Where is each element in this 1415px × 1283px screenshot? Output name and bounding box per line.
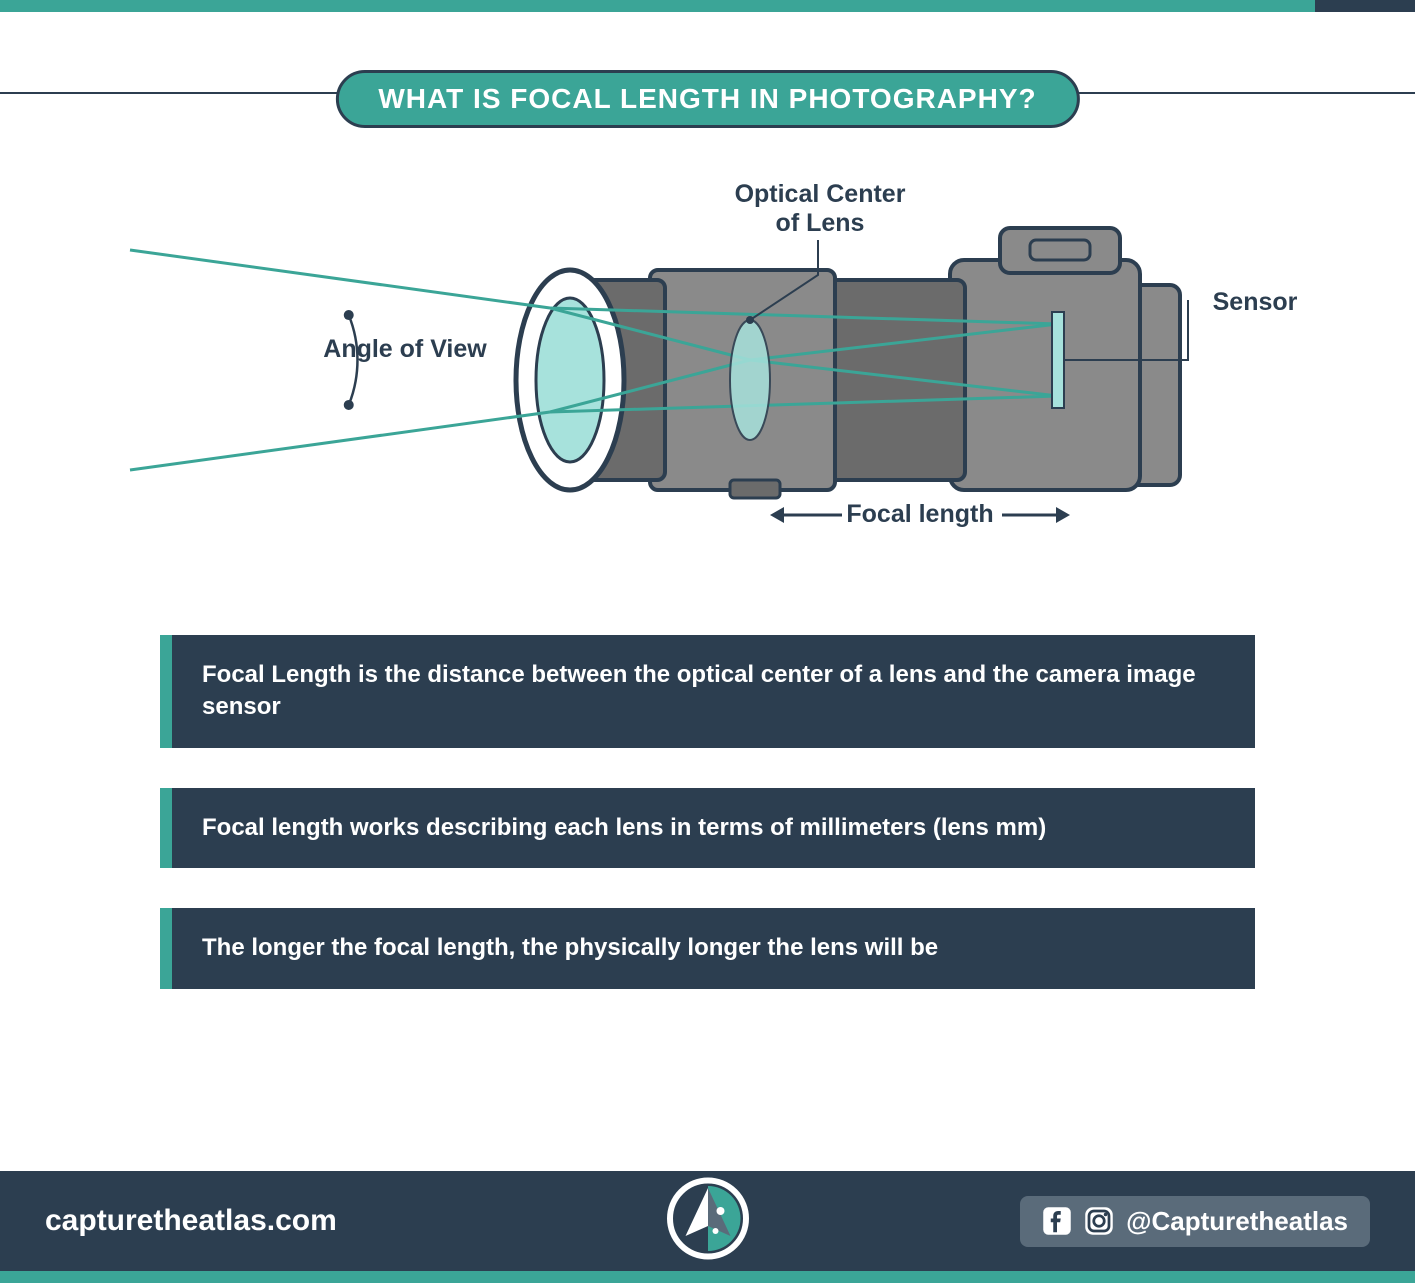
info-blocks-container: Focal Length is the distance between the…: [160, 635, 1255, 989]
page-title: WHAT IS FOCAL LENGTH IN PHOTOGRAPHY?: [335, 70, 1079, 128]
info-block: Focal Length is the distance between the…: [160, 635, 1255, 748]
top-bar-dark: [1315, 0, 1415, 12]
label-angle-of-view: Angle of View: [295, 335, 515, 364]
focal-length-diagram: Optical Centerof Lens Sensor Angle of Vi…: [120, 180, 1295, 560]
social-handle-pill: @Capturetheatlas: [1020, 1196, 1370, 1247]
info-block: Focal length works describing each lens …: [160, 788, 1255, 868]
instagram-icon: [1084, 1206, 1114, 1236]
info-block: The longer the focal length, the physica…: [160, 908, 1255, 988]
diagram-svg: [120, 180, 1295, 560]
footer-bar: capturetheatlas.com @Capturetheatlas: [0, 1171, 1415, 1271]
facebook-icon: [1042, 1206, 1072, 1236]
bottom-accent-bar: [0, 1271, 1415, 1283]
label-optical-center: Optical Centerof Lens: [710, 180, 930, 238]
label-sensor: Sensor: [1195, 288, 1315, 317]
brand-logo: [665, 1176, 750, 1266]
social-handle-text: @Capturetheatlas: [1126, 1206, 1348, 1237]
website-url: capturetheatlas.com: [45, 1204, 337, 1238]
top-accent-bar: [0, 0, 1415, 12]
top-bar-teal: [0, 0, 1315, 12]
label-focal-length: Focal length: [770, 500, 1070, 529]
